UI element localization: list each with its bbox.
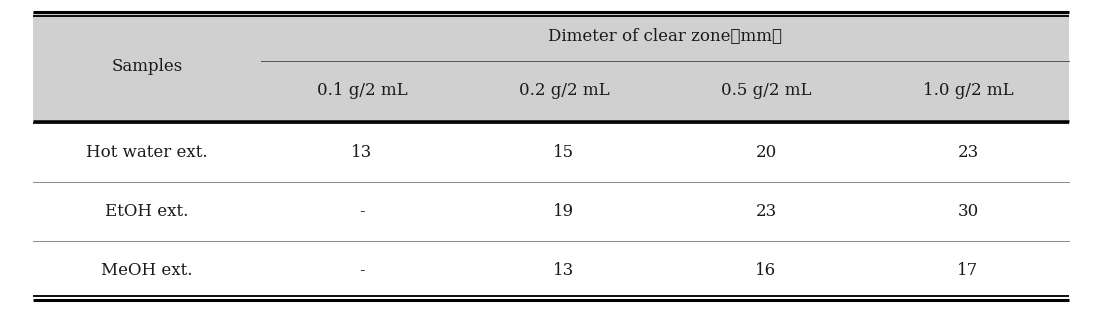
Text: 13: 13 [352, 144, 372, 161]
Text: Hot water ext.: Hot water ext. [86, 144, 208, 161]
Text: -: - [359, 262, 365, 279]
Text: 0.2 g/2 mL: 0.2 g/2 mL [519, 82, 609, 100]
Text: EtOH ext.: EtOH ext. [106, 203, 188, 220]
Text: MeOH ext.: MeOH ext. [101, 262, 193, 279]
Text: 20: 20 [755, 144, 777, 161]
Text: 23: 23 [755, 203, 777, 220]
Bar [33, 182, 1069, 241]
Text: 17: 17 [958, 262, 979, 279]
Text: 16: 16 [755, 262, 777, 279]
Text: 1.0 g/2 mL: 1.0 g/2 mL [922, 82, 1013, 100]
Bar [33, 241, 1069, 300]
Text: Samples: Samples [111, 58, 183, 75]
Text: Dimeter of clear zone（mm）: Dimeter of clear zone（mm） [548, 28, 782, 45]
Text: 0.5 g/2 mL: 0.5 g/2 mL [721, 82, 811, 100]
Text: 0.1 g/2 mL: 0.1 g/2 mL [316, 82, 408, 100]
Text: -: - [359, 203, 365, 220]
Bar [33, 123, 1069, 182]
Bar [33, 12, 1069, 121]
Text: 30: 30 [958, 203, 979, 220]
Text: 19: 19 [553, 203, 574, 220]
Text: 13: 13 [553, 262, 574, 279]
Text: 15: 15 [553, 144, 574, 161]
Text: 23: 23 [958, 144, 979, 161]
